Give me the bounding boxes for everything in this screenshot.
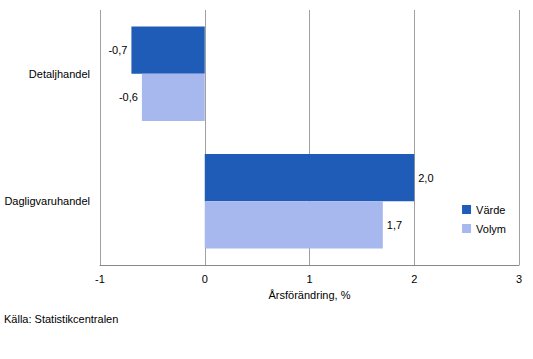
svg-text:-1: -1 xyxy=(95,273,105,285)
svg-text:2: 2 xyxy=(411,273,417,285)
svg-text:0: 0 xyxy=(202,273,208,285)
svg-text:-0,7: -0,7 xyxy=(108,44,127,56)
svg-text:-0,6: -0,6 xyxy=(119,91,138,103)
svg-text:2,0: 2,0 xyxy=(418,172,433,184)
svg-text:Värde: Värde xyxy=(476,204,505,216)
svg-text:1,7: 1,7 xyxy=(387,219,402,231)
svg-text:3: 3 xyxy=(516,273,522,285)
svg-text:Volym: Volym xyxy=(476,223,506,235)
svg-text:Detaljhandel: Detaljhandel xyxy=(29,68,90,80)
svg-text:Årsförändring, %: Årsförändring, % xyxy=(269,289,351,301)
svg-text:1: 1 xyxy=(306,273,312,285)
svg-text:Dagligvaruhandel: Dagligvaruhandel xyxy=(4,195,90,207)
svg-text:Källa: Statistikcentralen: Källa: Statistikcentralen xyxy=(4,313,118,325)
